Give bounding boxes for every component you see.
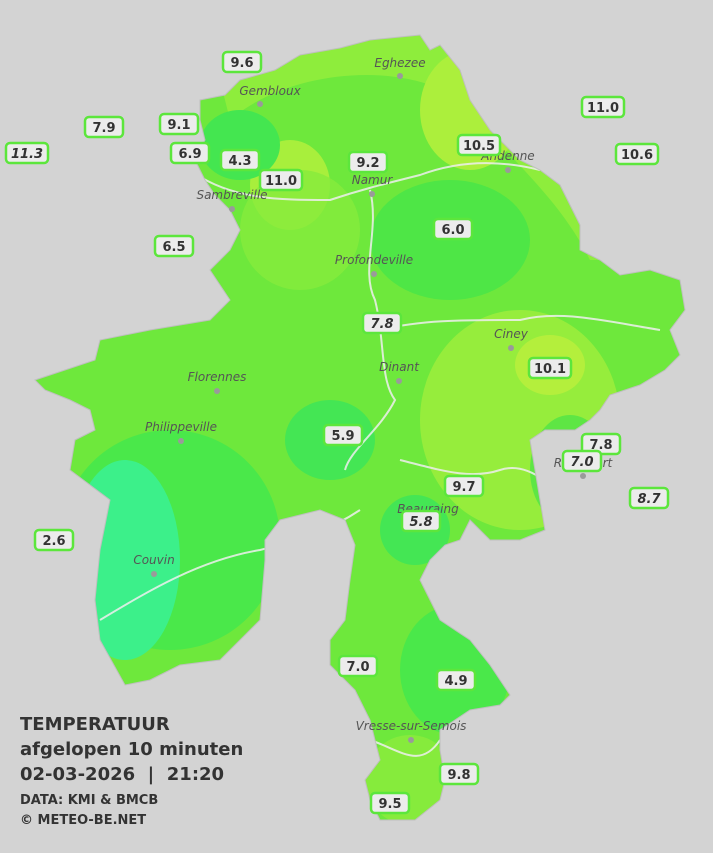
city-dot [229, 206, 235, 212]
station-temp: 7.0 [346, 660, 369, 675]
city-label: Vresse-sur-Semois [356, 719, 467, 733]
station-temp: 7.9 [92, 121, 115, 136]
station-box [322, 423, 364, 447]
legend-subtitle: afgelopen 10 minuten [20, 739, 243, 760]
station-box [258, 168, 304, 192]
station-box [361, 311, 403, 335]
city-label: Gembloux [239, 84, 301, 98]
station-box [400, 509, 442, 533]
city-label: Florennes [188, 370, 247, 384]
legend-source: DATA: KMI & BMCB [20, 793, 158, 808]
city-label: Philippeville [145, 420, 217, 434]
city-dot [214, 388, 220, 394]
station-box [347, 150, 389, 174]
city-dot [580, 473, 586, 479]
station-temp: 6.0 [441, 223, 464, 238]
station-box [580, 95, 626, 119]
station-temp: 9.1 [167, 118, 190, 133]
city-label: Profondeville [335, 253, 413, 267]
station-box [153, 234, 195, 258]
city-dot [508, 345, 514, 351]
station-temp: 11.3 [11, 147, 43, 162]
station-temp: 11.0 [265, 174, 297, 189]
station-temp: 5.9 [331, 429, 354, 444]
station-box [221, 50, 263, 74]
station-temp: 9.7 [452, 480, 475, 495]
city-label: Eghezee [374, 56, 425, 70]
city-label: Couvin [133, 553, 174, 567]
city-dot [369, 191, 375, 197]
city-label: Sambreville [196, 188, 267, 202]
station-temp: 5.8 [409, 515, 432, 530]
city-label: Dinant [379, 360, 420, 374]
city-dot [257, 101, 263, 107]
station-box [561, 449, 603, 473]
station-temp: 6.9 [178, 147, 201, 162]
legend-credit: © METEO-BE.NET [20, 813, 146, 828]
station-temp: 7.8 [589, 438, 612, 453]
city-dot [178, 438, 184, 444]
station-box [169, 141, 211, 165]
station-box [614, 142, 660, 166]
city-label: Ciney [494, 327, 529, 341]
station-box [628, 486, 670, 510]
station-box [83, 115, 125, 139]
station-temp: 9.6 [230, 56, 253, 71]
city-label: Namur [352, 173, 394, 187]
city-dot [505, 167, 511, 173]
station-box [337, 654, 379, 678]
station-box [527, 356, 573, 380]
city-dot [408, 737, 414, 743]
station-temp: 7.8 [370, 317, 393, 332]
legend-datetime: 02-03-2026 | 21:20 [20, 764, 224, 785]
station-box [219, 148, 261, 172]
station-temp: 8.7 [637, 492, 661, 507]
station-temp: 2.6 [42, 534, 65, 549]
station-box [369, 791, 411, 815]
station-temp: 10.5 [463, 139, 495, 154]
station-temp: 10.6 [621, 148, 653, 163]
station-temp: 11.0 [587, 101, 619, 116]
legend-title: TEMPERATUUR [20, 714, 170, 735]
city-dot [396, 378, 402, 384]
station-temp: 9.8 [447, 768, 470, 783]
station-box [438, 762, 480, 786]
station-box [435, 668, 477, 692]
station-temp: 9.5 [378, 797, 401, 812]
city-dot [397, 73, 403, 79]
station-temp: 7.0 [570, 455, 593, 470]
station-temp: 9.2 [356, 156, 379, 171]
station-temp: 4.9 [444, 674, 467, 689]
station-box [158, 112, 200, 136]
station-box [4, 141, 50, 165]
station-box [456, 133, 502, 157]
city-dot [151, 571, 157, 577]
station-box [432, 217, 474, 241]
station-box [443, 474, 485, 498]
station-box [33, 528, 75, 552]
station-temp: 6.5 [162, 240, 185, 255]
city-dot [371, 271, 377, 277]
station-temp: 10.1 [534, 362, 566, 377]
station-temp: 4.3 [228, 154, 251, 169]
